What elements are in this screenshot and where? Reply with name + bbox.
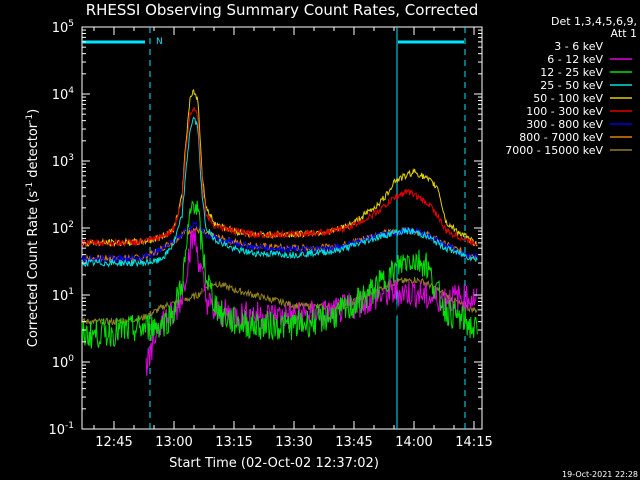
y-tick-label: 103 bbox=[52, 153, 74, 170]
series-line bbox=[149, 230, 478, 374]
y-tick-label: 104 bbox=[52, 86, 75, 103]
legend-label: 3 - 6 keV bbox=[554, 40, 603, 53]
chart-title: RHESSI Observing Summary Count Rates, Co… bbox=[86, 1, 479, 19]
y-axis-label: Corrected Count Rate (s-1 detector-1) bbox=[25, 109, 41, 347]
x-tick-label: 13:45 bbox=[335, 435, 372, 450]
flag-label: N bbox=[156, 37, 163, 47]
x-tick-label: 14:00 bbox=[395, 435, 432, 450]
y-tick-label: 105 bbox=[52, 19, 74, 36]
series-layer bbox=[81, 88, 478, 377]
legend-label: 300 - 800 keV bbox=[526, 118, 603, 131]
series-line bbox=[81, 200, 478, 349]
x-axis: 12:45 13:00 13:15 13:30 13:45 14:00 14:15 bbox=[93, 27, 493, 450]
x-tick-label: 13:30 bbox=[275, 435, 312, 450]
y-tick-label: 100 bbox=[52, 354, 75, 371]
legend-label: 800 - 7000 keV bbox=[519, 131, 603, 144]
x-tick-label: 13:00 bbox=[155, 435, 192, 450]
y-axis-label-exp-1: -1 bbox=[25, 182, 35, 191]
series-line bbox=[81, 276, 478, 327]
legend-label: 25 - 50 keV bbox=[540, 79, 603, 92]
legend-label: 7000 - 15000 keV bbox=[505, 144, 603, 157]
series-line bbox=[81, 116, 478, 268]
y-axis-label-detector: detector bbox=[26, 122, 41, 182]
legend-header-2: Att 1 bbox=[611, 27, 637, 40]
y-axis: 10-1 100 101 102 103 104 105 bbox=[48, 19, 482, 438]
x-axis-label: Start Time (02-Oct-02 12:37:02) bbox=[169, 456, 379, 471]
legend-label: 100 - 300 keV bbox=[526, 105, 603, 118]
y-tick-label: 102 bbox=[52, 220, 74, 237]
legend-label: 12 - 25 keV bbox=[540, 66, 603, 79]
plot-frame bbox=[81, 26, 483, 430]
y-axis-label-main: Corrected Count Rate (s bbox=[26, 191, 41, 348]
legend-label: 50 - 100 keV bbox=[533, 92, 603, 105]
x-tick-label: 13:15 bbox=[215, 435, 252, 450]
legend-label: 6 - 12 keV bbox=[547, 53, 603, 66]
series-line bbox=[81, 88, 478, 248]
legend-header-1: Det 1,3,4,5,6,9, bbox=[551, 15, 637, 28]
x-tick-label: 14:15 bbox=[455, 435, 492, 450]
series-line bbox=[81, 106, 478, 248]
y-axis-label-exp-2: -1 bbox=[25, 114, 35, 123]
series-line bbox=[145, 228, 478, 377]
timestamp: 19-Oct-2021 22:28 bbox=[562, 470, 638, 479]
observing-flags: N bbox=[82, 27, 466, 429]
y-tick-label: 101 bbox=[52, 287, 74, 304]
y-tick-label: 10-1 bbox=[48, 421, 74, 438]
y-axis-label-close: ) bbox=[26, 109, 41, 114]
x-tick-label: 12:45 bbox=[95, 435, 132, 450]
